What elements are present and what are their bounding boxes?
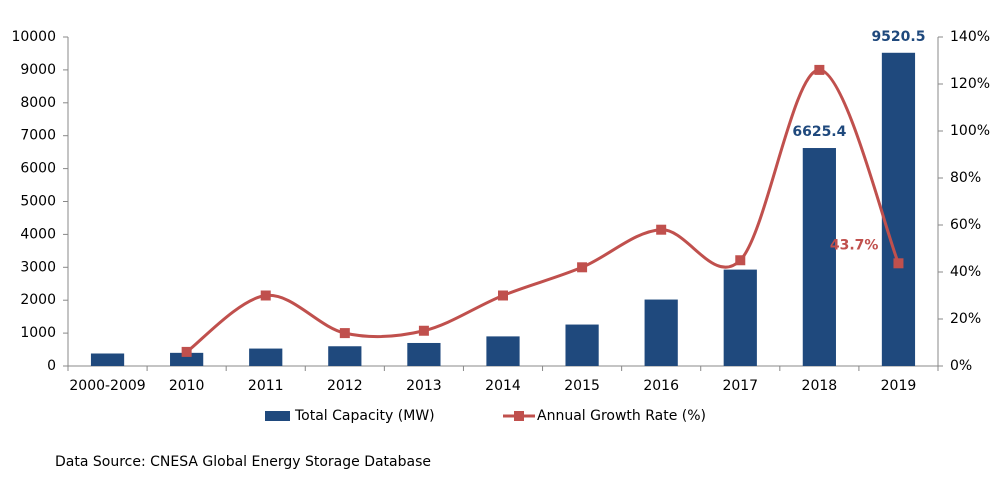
x-tick-label: 2017 xyxy=(722,378,758,394)
bar xyxy=(407,342,441,366)
bar xyxy=(644,299,678,366)
source-note: Data Source: CNESA Global Energy Storage… xyxy=(55,454,431,470)
x-tick-label: 2014 xyxy=(485,378,521,394)
y-tick-label: 6000 xyxy=(20,161,56,177)
bar xyxy=(90,353,125,366)
x-tick-label: 2013 xyxy=(406,378,442,394)
y2-tick-label: 40% xyxy=(950,264,981,280)
y2-tick-label: 20% xyxy=(950,311,981,327)
y-tick-label: 2000 xyxy=(20,292,56,308)
y-tick-label: 5000 xyxy=(20,194,56,210)
y2-tick-label: 140% xyxy=(950,29,990,45)
x-tick-label: 2000-2009 xyxy=(69,378,145,394)
line-marker xyxy=(735,255,746,266)
bar-value-label: 6625.4 xyxy=(792,124,846,140)
x-tick-label: 2018 xyxy=(802,378,838,394)
y-tick-label: 8000 xyxy=(20,95,56,111)
line-marker xyxy=(339,328,350,339)
y2-tick-label: 80% xyxy=(950,170,981,186)
bar xyxy=(723,269,757,366)
y-tick-label: 1000 xyxy=(20,325,56,341)
y-tick-label: 9000 xyxy=(20,62,56,78)
legend-marker xyxy=(514,411,524,421)
y-tick-label: 7000 xyxy=(20,128,56,144)
legend-label: Annual Growth Rate (%) xyxy=(537,408,706,424)
y-tick-label: 0 xyxy=(47,358,56,374)
line-marker xyxy=(498,290,508,301)
x-tick-label: 2012 xyxy=(327,378,363,394)
x-tick-label: 2011 xyxy=(248,378,284,394)
growth-line xyxy=(185,68,900,354)
x-tick-label: 2015 xyxy=(564,378,600,394)
legend-swatch xyxy=(265,411,290,421)
y2-tick-label: 0% xyxy=(950,358,972,374)
y2-tick-label: 120% xyxy=(950,76,990,92)
y-tick-label: 3000 xyxy=(20,259,56,275)
x-tick-label: 2010 xyxy=(169,378,205,394)
y-tick-label: 10000 xyxy=(11,29,56,45)
line-value-label: 43.7% xyxy=(830,237,879,253)
line-marker xyxy=(260,290,271,301)
legend-label: Total Capacity (MW) xyxy=(294,408,435,424)
bar-value-label: 9520.5 xyxy=(871,29,925,45)
line-marker xyxy=(814,64,825,75)
line-marker xyxy=(577,262,588,273)
bar xyxy=(881,52,916,367)
x-tick-label: 2019 xyxy=(881,378,917,394)
line-marker xyxy=(893,258,904,269)
bar xyxy=(249,348,283,366)
line-marker xyxy=(418,325,429,336)
bar xyxy=(170,352,204,366)
line-marker xyxy=(656,224,667,235)
y2-tick-label: 100% xyxy=(950,123,990,139)
line-marker xyxy=(181,346,192,357)
bar xyxy=(565,324,599,366)
bar xyxy=(486,336,520,366)
y2-tick-label: 60% xyxy=(950,217,981,233)
y-tick-label: 4000 xyxy=(20,226,56,242)
bar xyxy=(802,148,836,366)
bar xyxy=(328,346,362,366)
x-tick-label: 2016 xyxy=(643,378,679,394)
